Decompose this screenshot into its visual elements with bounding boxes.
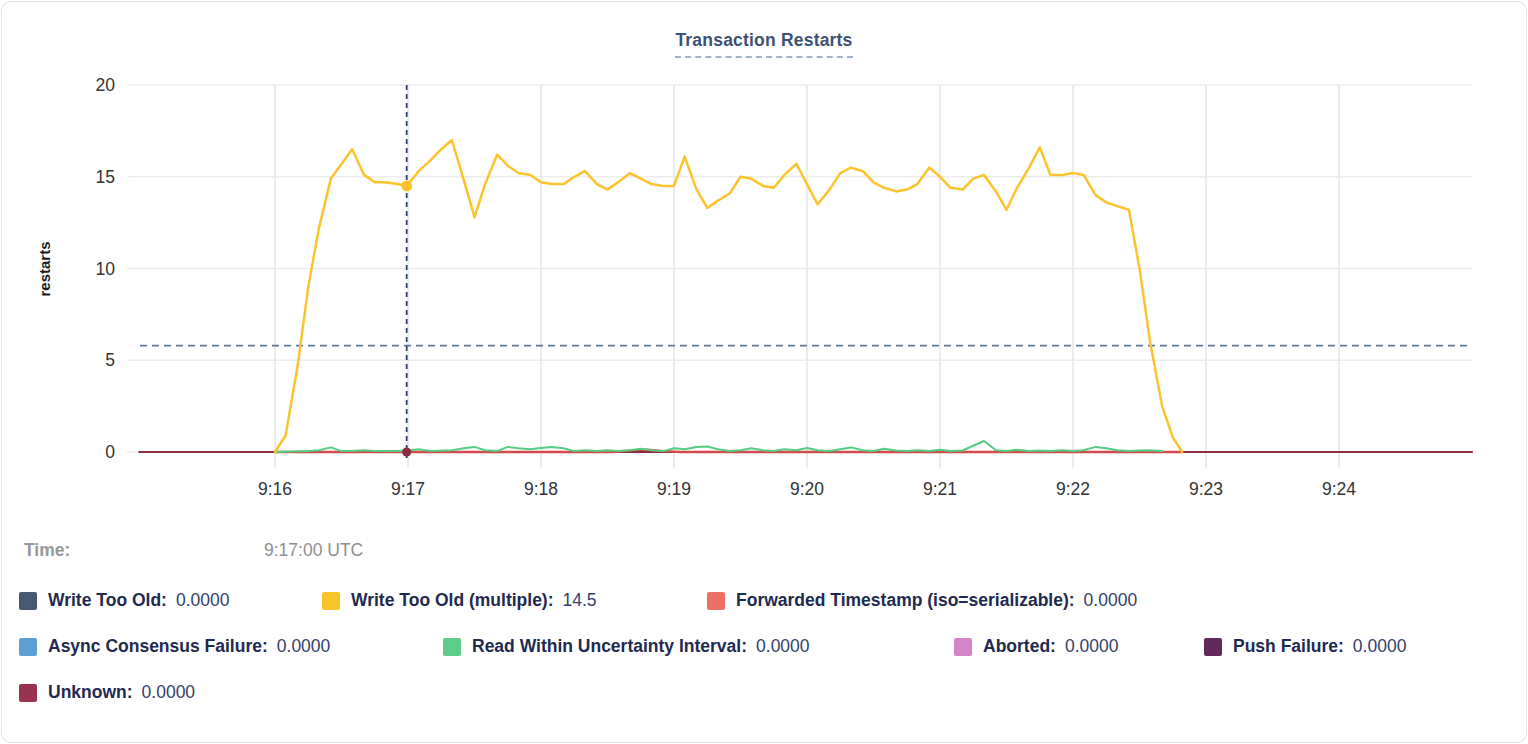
hover-time-row: Time: 9:17:00 UTC <box>2 540 1526 564</box>
legend-label: Unknown: <box>48 682 133 703</box>
legend-value: 0.0000 <box>142 682 196 703</box>
legend-item-aborted: Aborted: 0.0000 <box>954 636 1118 657</box>
legend-item-write-too-old-multiple: Write Too Old (multiple): 14.5 <box>322 590 597 611</box>
legend-value: 0.0000 <box>176 590 230 611</box>
legend-swatch-aborted <box>954 638 972 656</box>
legend-label: Forwarded Timestamp (iso=serializable): <box>736 590 1075 611</box>
legend-label: Read Within Uncertainty Interval: <box>472 636 747 657</box>
legend-label: Push Failure: <box>1233 636 1344 657</box>
y-tick-label: 15 <box>96 167 115 187</box>
hover-dot-unknown <box>402 448 411 457</box>
y-tick-label: 0 <box>105 442 115 462</box>
x-tick-label: 9:16 <box>258 479 292 499</box>
line-chart-plot-area[interactable]: 9:16 9:17 9:18 9:19 9:20 9:21 9:22 9:23 9:24 0 5 10… <box>2 2 1527 514</box>
legend-item-unknown: Unknown: 0.0000 <box>19 682 195 703</box>
time-value: 9:17:00 UTC <box>264 540 363 561</box>
x-tick-label: 9:22 <box>1056 479 1090 499</box>
hover-dot-write-too-old-multiple <box>401 180 412 191</box>
legend-swatch-write-too-old <box>19 592 37 610</box>
legend-label: Write Too Old: <box>48 590 167 611</box>
legend-swatch-forwarded-timestamp-iso-serializable <box>707 592 725 610</box>
legend-row: Write Too Old: 0.0000 Write Too Old (multi… <box>2 590 1526 614</box>
legend-swatch-push-failure <box>1204 638 1222 656</box>
x-tick-label: 9:20 <box>790 479 824 499</box>
legend-swatch-read-within-uncertainty-interval <box>443 638 461 656</box>
legend-value: 0.0000 <box>1065 636 1119 657</box>
legend-swatch-write-too-old-multiple <box>322 592 340 610</box>
legend-label: Aborted: <box>983 636 1056 657</box>
x-tick-label: 9:18 <box>524 479 558 499</box>
y-axis-label: restarts <box>36 241 53 296</box>
x-tick-label: 9:23 <box>1189 479 1223 499</box>
legend-item-async-consensus-failure: Async Consensus Failure: 0.0000 <box>19 636 330 657</box>
legend-swatch-async-consensus-failure <box>19 638 37 656</box>
x-tick-label: 9:19 <box>657 479 691 499</box>
y-tick-label: 20 <box>96 75 116 95</box>
chart-title-wrap: Transaction Restarts <box>2 30 1526 58</box>
legend-value: 0.0000 <box>1084 590 1138 611</box>
legend-item-read-within-uncertainty-interval: Read Within Uncertainty Interval: 0.0000 <box>443 636 810 657</box>
legend-swatch-unknown <box>19 684 37 702</box>
legend-value: 0.0000 <box>1353 636 1407 657</box>
x-tick-label: 9:24 <box>1322 479 1356 499</box>
time-label: Time: <box>24 540 70 561</box>
legend-label: Write Too Old (multiple): <box>351 590 554 611</box>
legend-value: 14.5 <box>563 590 597 611</box>
chart-title[interactable]: Transaction Restarts <box>675 30 852 58</box>
x-tick-label: 9:17 <box>391 479 425 499</box>
legend-row: Unknown: 0.0000 <box>2 682 1526 706</box>
legend-row: Async Consensus Failure:0.0000Read Withi… <box>2 636 1526 660</box>
legend-label: Async Consensus Failure: <box>48 636 268 657</box>
legend-value: 0.0000 <box>277 636 331 657</box>
legend-item-push-failure: Push Failure: 0.0000 <box>1204 636 1406 657</box>
y-tick-label: 10 <box>96 259 116 279</box>
x-tick-label: 9:21 <box>923 479 957 499</box>
y-tick-label: 5 <box>105 350 115 370</box>
legend-item-write-too-old: Write Too Old: 0.0000 <box>19 590 229 611</box>
chart-card: Transaction Restarts 9:16 9:17 9:18 9:19 9:2… <box>1 1 1527 743</box>
legend-value: 0.0000 <box>756 636 810 657</box>
legend-item-forwarded-timestamp-iso-serializable: Forwarded Timestamp (iso=serializable): 0… <box>707 590 1137 611</box>
